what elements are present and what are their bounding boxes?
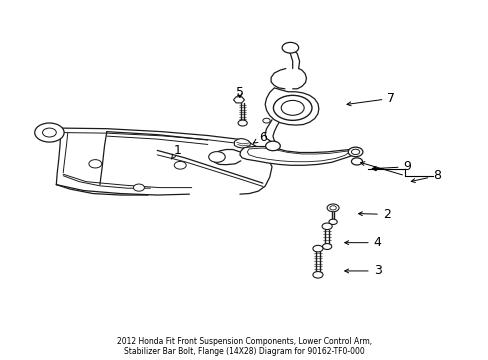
Circle shape [322,223,331,230]
Circle shape [273,95,311,120]
Circle shape [322,244,331,249]
Circle shape [328,219,337,225]
Text: 5: 5 [235,86,244,99]
Circle shape [42,128,56,137]
Circle shape [326,204,338,212]
Circle shape [312,271,323,278]
Circle shape [263,118,270,123]
Polygon shape [234,139,250,148]
Polygon shape [240,147,354,165]
Circle shape [89,159,102,168]
Text: 7: 7 [346,92,395,106]
Circle shape [281,100,304,115]
Polygon shape [264,88,318,125]
Text: 2012 Honda Fit Front Suspension Components, Lower Control Arm,
Stabilizer Bar Bo: 2012 Honda Fit Front Suspension Componen… [117,337,371,356]
Text: 9: 9 [371,160,410,173]
Circle shape [208,152,225,162]
Text: 1: 1 [171,144,182,159]
Circle shape [282,42,298,53]
Circle shape [265,141,280,151]
Text: 8: 8 [410,169,440,183]
Circle shape [351,149,359,154]
Text: 6: 6 [253,131,266,144]
Polygon shape [247,148,348,162]
Circle shape [329,206,336,210]
Text: 4: 4 [344,236,381,249]
Circle shape [174,161,186,169]
Circle shape [351,158,362,165]
Circle shape [35,123,64,142]
Circle shape [238,120,247,126]
Circle shape [347,147,362,157]
Text: 2: 2 [358,208,390,221]
Polygon shape [233,97,244,103]
Circle shape [133,184,144,191]
Circle shape [312,246,323,252]
Text: 3: 3 [344,265,381,278]
